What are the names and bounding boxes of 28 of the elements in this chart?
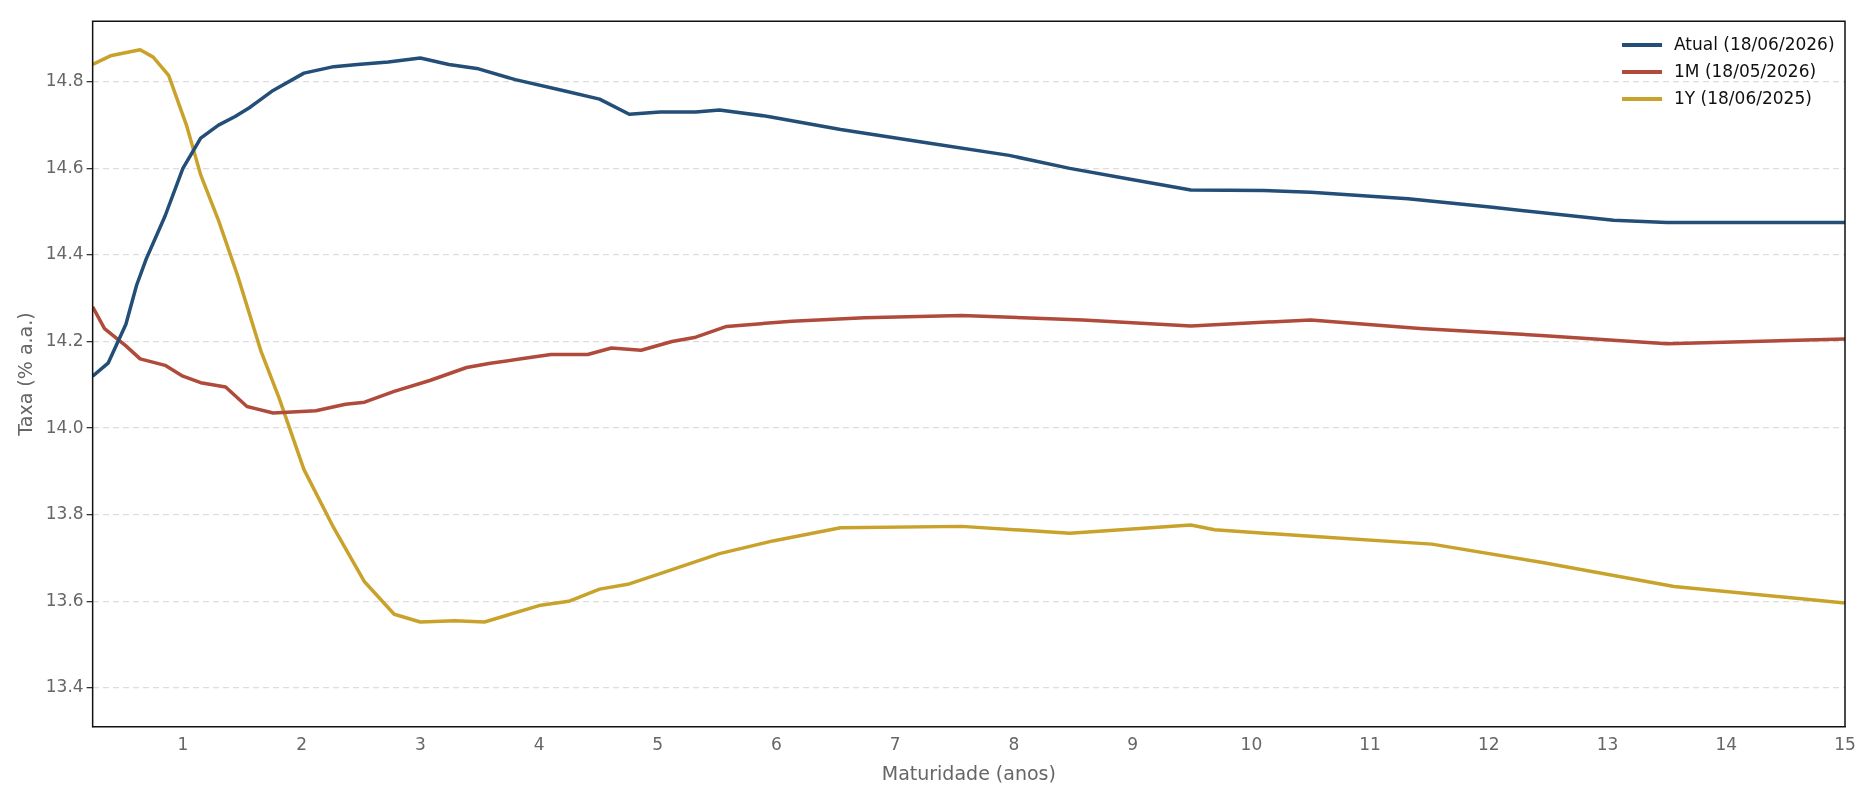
x-tick-label: 7 — [889, 734, 901, 755]
x-tick-label: 4 — [533, 734, 545, 755]
legend-label: 1Y (18/06/2025) — [1674, 87, 1812, 111]
x-tick-label: 6 — [771, 734, 782, 755]
x-tick-label: 14 — [1715, 734, 1738, 755]
y-tick-label: 14.4 — [45, 243, 84, 264]
y-tick-label: 14.2 — [45, 329, 84, 350]
legend-label: Atual (18/06/2026) — [1674, 33, 1835, 57]
x-tick-label: 10 — [1240, 734, 1263, 755]
legend-label: 1M (18/05/2026) — [1674, 60, 1817, 84]
y-tick-label: 13.4 — [45, 676, 84, 697]
x-tick-label: 2 — [296, 734, 308, 755]
y-axis-title: Taxa (% a.a.) — [14, 312, 37, 437]
x-tick-label: 9 — [1127, 734, 1139, 755]
x-tick-label: 15 — [1834, 734, 1856, 755]
x-axis-title: Maturidade (anos) — [881, 761, 1056, 784]
y-tick-label: 13.8 — [45, 503, 84, 524]
x-tick-label: 13 — [1596, 734, 1619, 755]
y-tick-label: 14.8 — [45, 70, 84, 91]
y-tick-label: 14.6 — [45, 156, 84, 177]
y-tick-label: 13.6 — [45, 589, 84, 610]
x-tick-label: 5 — [652, 734, 664, 755]
x-tick-label: 8 — [1008, 734, 1020, 755]
x-tick-label: 11 — [1359, 734, 1381, 755]
x-tick-label: 12 — [1478, 734, 1500, 755]
y-tick-label: 14.0 — [45, 416, 84, 437]
x-tick-label: 3 — [414, 734, 426, 755]
x-tick-label: 1 — [177, 734, 189, 755]
